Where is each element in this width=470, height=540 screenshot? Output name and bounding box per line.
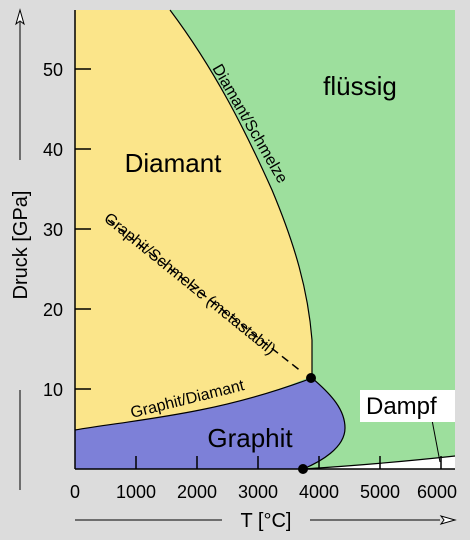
x-ticks: 0 1000 2000 3000 4000 5000 6000 (70, 456, 457, 502)
y-tick-label: 20 (43, 300, 63, 320)
x-tick-label: 6000 (417, 482, 457, 502)
y-ticks: 10 20 30 40 50 (43, 60, 91, 400)
region-label-dampf: Dampf (366, 393, 437, 420)
region-dampf (303, 456, 455, 469)
dampf-label-box (360, 390, 455, 422)
region-label-fluessig: flüssig (323, 71, 397, 101)
x-tick-label: 0 (70, 482, 80, 502)
y-arrow-head-icon (15, 8, 25, 26)
graphit-diamant-line (74, 377, 313, 431)
diamant-schmelze-line (169, 9, 313, 376)
x-tick-label: 4000 (299, 482, 339, 502)
y-tick-label: 40 (43, 140, 63, 160)
y-axis-title: Druck [GPa] (10, 191, 32, 300)
y-tick-label: 50 (43, 60, 63, 80)
triple-point-upper (306, 373, 316, 383)
x-tick-label: 1000 (116, 482, 156, 502)
dampf-pointer-line (431, 419, 441, 463)
x-arrow-head-icon (439, 515, 457, 525)
x-tick-label: 3000 (238, 482, 278, 502)
region-label-graphit: Graphit (207, 423, 293, 453)
graphit-schmelze-metastabil-line (107, 219, 303, 373)
x-tick-label: 2000 (177, 482, 217, 502)
x-tick-label: 5000 (360, 482, 400, 502)
y-tick-label: 10 (43, 380, 63, 400)
y-tick-label: 30 (43, 220, 63, 240)
region-label-diamant: Diamant (125, 148, 223, 178)
region-diamant (75, 10, 312, 430)
x-axis-title: T [°C] (241, 510, 292, 532)
region-graphit (75, 378, 345, 469)
